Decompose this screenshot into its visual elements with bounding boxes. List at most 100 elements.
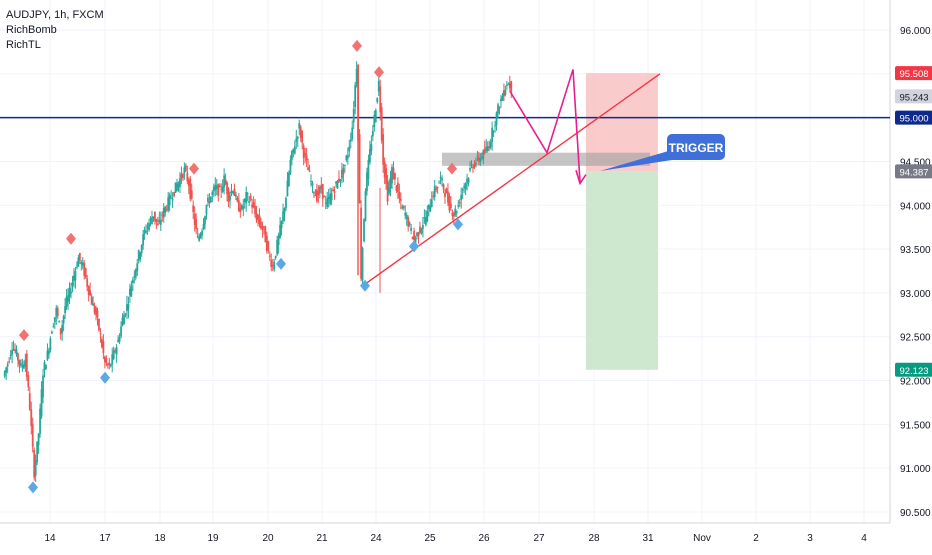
candle-body [254,205,256,214]
candle-body [9,354,12,356]
candle-body [176,184,178,191]
candle-body [3,371,6,377]
candle-body [6,363,9,367]
candle-body [77,257,80,267]
candle-body [343,164,346,166]
candle-body [127,303,130,310]
candle-body [483,149,486,154]
swing-low-marker[interactable] [360,279,370,292]
candle-body [22,364,25,369]
x-tick-label: 2 [753,533,759,544]
candle-body [109,364,112,367]
entry-zone-band[interactable] [442,152,650,166]
indicator-richtl[interactable]: RichTL [6,39,41,51]
candle-body [134,269,137,278]
candle-body [448,196,451,211]
candle-body [162,208,165,218]
candle-body [48,350,50,355]
candle-body [332,189,334,192]
swing-low-marker[interactable] [100,371,110,384]
price-label-last[interactable] [895,89,932,104]
candle-body [283,208,286,214]
trigger-badge[interactable] [667,134,725,160]
candle-body [501,96,504,101]
candle-body [330,192,333,201]
candle-body [189,178,192,199]
indicator-richbomb[interactable]: RichBomb [6,24,57,36]
candle-body [239,207,242,213]
candle-body [411,236,414,240]
candle-body [226,182,228,195]
candle-body [114,350,117,352]
candle-body [472,166,474,169]
swing-high-marker[interactable] [19,329,29,342]
candle-body [427,204,430,210]
candle-body [187,180,190,186]
candle-body [133,276,136,278]
swing-low-marker[interactable] [453,218,463,231]
swing-high-marker[interactable] [352,39,362,52]
candle-body [145,231,147,233]
candle-body [271,264,274,267]
swing-low-marker[interactable] [276,257,286,270]
x-tick-label: Nov [693,533,711,544]
candle-body [223,175,226,188]
candle-body [277,235,280,245]
price-label-entry[interactable] [895,164,932,179]
candle-body [410,227,413,231]
candle-body [118,337,121,342]
candle-body [8,361,11,363]
candle-body [358,134,361,204]
candle-body [407,217,410,227]
candle-body [311,182,314,186]
candle-body [92,303,94,306]
candle-body [62,315,65,324]
candle-body [449,203,452,209]
price-label-level[interactable] [895,110,932,125]
swing-low-marker[interactable] [28,481,38,494]
candle-body [71,282,74,286]
projection-path[interactable] [509,69,581,182]
candle-body [154,211,156,221]
swing-high-marker[interactable] [189,162,199,175]
candle-body [299,126,302,139]
candle-body [36,441,39,462]
candle-body [33,450,36,478]
swing-high-marker[interactable] [447,162,457,175]
candle-body [430,199,433,208]
candle-body [204,216,206,225]
candle-body [220,189,223,191]
price-label-target[interactable] [895,362,932,377]
candle-body [360,207,362,279]
candle-body [285,198,287,209]
candle-body [202,224,205,229]
candle-body [413,230,415,241]
candle-body [264,226,267,243]
candle-body [349,139,352,142]
swing-high-marker[interactable] [66,232,76,245]
candle-body [14,349,16,351]
price-label-stop[interactable] [895,66,932,81]
candle-body [382,134,385,165]
candle-body [65,296,68,307]
candle-body [508,82,511,89]
candle-body [489,141,492,148]
trigger-label: TRIGGER [669,141,724,155]
x-tick-label: 24 [370,533,382,544]
candle-body [444,192,446,198]
candle-body [486,146,489,152]
candle-body [346,155,349,159]
candle-body [96,310,99,318]
symbol-title[interactable]: AUDJPY, 1h, FXCM [6,9,104,21]
candle-body [442,184,445,190]
candle-body [218,185,221,188]
swing-high-marker[interactable] [374,66,384,79]
candle-body [296,136,299,139]
candle-body [377,80,380,92]
candle-body [209,196,212,203]
swing-low-marker[interactable] [409,240,419,253]
take-profit-zone[interactable] [586,171,658,370]
candle-body [351,127,354,139]
